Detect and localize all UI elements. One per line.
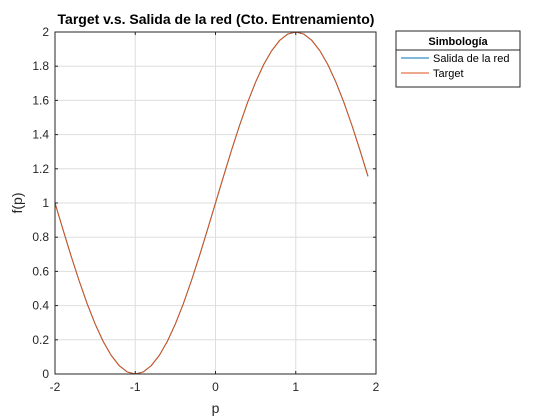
y-axis-label: f(p)	[9, 193, 25, 214]
y-tick-label: 1	[42, 196, 49, 210]
x-tick-label: 0	[212, 380, 219, 394]
y-tick-label: 1.6	[32, 93, 49, 107]
series-line-2	[54, 31, 369, 375]
axis-ticks: -2 -1 0 1 2 0 0.2 0.4 0.6 0.8 1 1.2 1.4 1.6 1.8 2	[32, 25, 379, 394]
x-tick-label: 2	[373, 380, 380, 394]
y-tick-label: 0.8	[32, 230, 49, 244]
y-tick-label: 0.4	[32, 299, 49, 313]
x-tick-label: 1	[292, 380, 299, 394]
legend: Simbología Salida de la red Target	[395, 30, 521, 88]
y-tick-label: 1.2	[32, 162, 49, 176]
legend-label-2: Target	[433, 68, 464, 80]
y-tick-label: 0	[42, 367, 49, 381]
x-tick-label: -2	[50, 380, 61, 394]
y-tick-label: 1.4	[32, 128, 49, 142]
legend-box	[395, 30, 521, 88]
y-tick-label: 0.6	[32, 264, 49, 278]
x-axis-label: p	[212, 400, 220, 416]
legend-title: Simbología	[428, 36, 488, 48]
y-tick-label: 1.8	[32, 59, 49, 73]
x-tick-label: -1	[130, 380, 141, 394]
plot-area	[54, 31, 369, 375]
y-tick-label: 2	[42, 25, 49, 39]
legend-entries: Salida de la red Target	[401, 53, 509, 80]
chart-title: Target v.s. Salida de la red (Cto. Entre…	[58, 11, 375, 27]
legend-label-1: Salida de la red	[433, 53, 509, 65]
y-tick-label: 0.2	[32, 333, 49, 347]
